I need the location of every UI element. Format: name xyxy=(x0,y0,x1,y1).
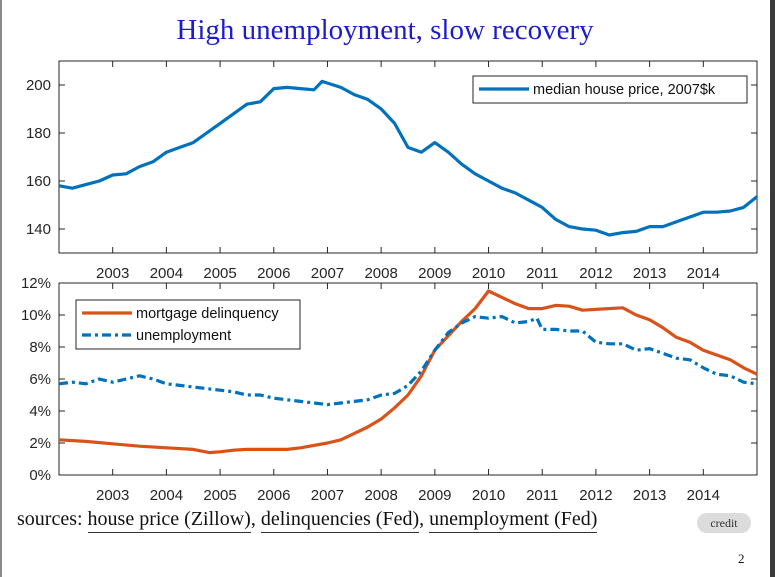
chart-2: 2003 2004 2005 2006 2007 2008 2009 2010 2011 2012… xyxy=(21,275,758,504)
source-link-delinquencies[interactable]: delinquencies (Fed) xyxy=(260,508,420,533)
x-tick-label: 2005 xyxy=(203,265,236,282)
legend-box xyxy=(472,75,748,104)
source-link-house-price[interactable]: house price (Zillow) xyxy=(87,508,251,533)
x-tick-label: 2010 xyxy=(472,265,505,282)
x-tick-label: 2008 xyxy=(364,265,397,282)
legend-label: unemployment xyxy=(136,328,231,344)
window-frame-left xyxy=(0,0,2,577)
window-frame-right xyxy=(770,0,775,577)
legend: mortgage delinquency unemployment xyxy=(75,299,301,350)
x-tick-label: 2006 xyxy=(257,265,290,282)
x-tick-label: 2004 xyxy=(150,265,183,282)
legend-label: mortgage delinquency xyxy=(136,306,279,322)
y-tick-label: 6% xyxy=(29,371,51,388)
y-tick-label: 140 xyxy=(26,221,51,238)
x-tick-label: 2010 xyxy=(472,487,505,504)
legend-label: median house price, 2007$k xyxy=(533,82,716,98)
chart-1: 2003 2004 2005 2006 2007 2008 2009 2010 2011 2012… xyxy=(26,60,759,282)
y-tick-label: 200 xyxy=(26,77,51,94)
y-tick-label: 160 xyxy=(26,173,51,190)
x-tick-label: 2012 xyxy=(579,265,612,282)
x-tick-label: 2003 xyxy=(96,487,129,504)
x-tick-label: 2004 xyxy=(150,487,183,504)
legend: median house price, 2007$k xyxy=(472,75,748,104)
x-tick-label: 2008 xyxy=(364,487,397,504)
x-tick-label: 2007 xyxy=(311,487,344,504)
credit-button[interactable]: credit xyxy=(697,513,751,533)
x-tick-label: 2011 xyxy=(526,487,558,504)
y-tick-label: 2% xyxy=(29,435,51,452)
y-tick-label: 4% xyxy=(29,403,51,420)
legend-box xyxy=(75,299,301,350)
x-tick-label: 2011 xyxy=(526,265,558,282)
x-tick-label: 2009 xyxy=(418,487,451,504)
y-tick-label: 8% xyxy=(29,339,51,356)
page-number: 2 xyxy=(738,551,745,566)
x-tick-label: 2014 xyxy=(687,487,720,504)
y-tick-label: 12% xyxy=(21,275,51,292)
source-link-unemployment[interactable]: unemployment (Fed) xyxy=(429,508,598,533)
x-tick-label: 2009 xyxy=(418,265,451,282)
y-tick-label: 10% xyxy=(21,307,51,324)
series-line-mortgage-delinquency xyxy=(58,289,758,455)
sources-line: sources: house price (Zillow), delinquen… xyxy=(17,508,598,533)
series-line-median-house-price-2007-k xyxy=(58,79,759,237)
x-tick-label: 2012 xyxy=(579,487,612,504)
x-tick-label: 2006 xyxy=(257,487,290,504)
sources-prefix: sources: xyxy=(17,508,83,530)
x-tick-label: 2005 xyxy=(203,487,236,504)
x-tick-label: 2003 xyxy=(96,265,129,282)
y-tick-label: 0% xyxy=(29,467,51,484)
x-tick-label: 2007 xyxy=(311,265,344,282)
series-line-unemployment xyxy=(58,315,758,407)
x-tick-label: 2013 xyxy=(633,487,666,504)
slide-title: High unemployment, slow recovery xyxy=(176,14,594,46)
x-tick-label: 2014 xyxy=(687,265,720,282)
x-tick-label: 2013 xyxy=(633,265,666,282)
y-tick-label: 180 xyxy=(26,125,51,142)
